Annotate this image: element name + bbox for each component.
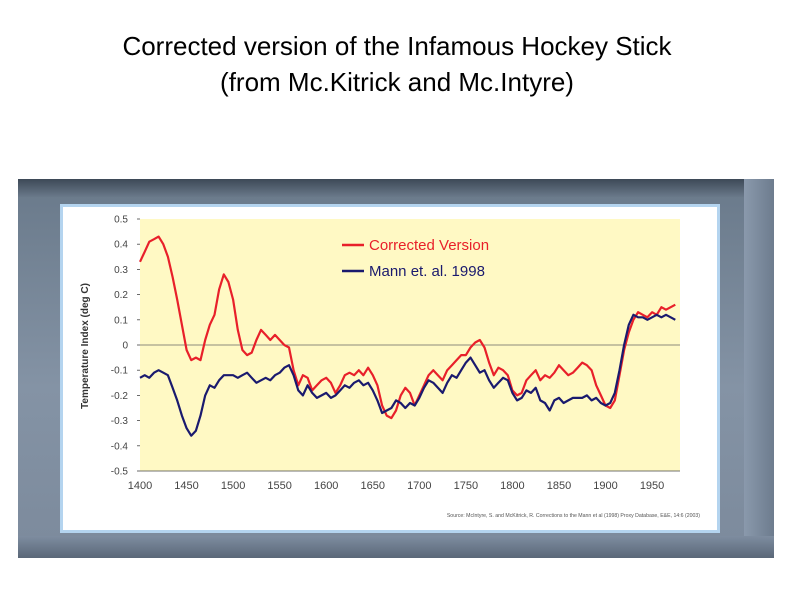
y-axis: 0.5 0.4 0.3 0.2 0.1 0 -0.1 -0.2 -0.3 -0.4 -0.5	[111, 215, 140, 478]
slide-title-line-1: Corrected version of the Infamous Hockey…	[122, 31, 672, 61]
x-tick-label: 1750	[454, 480, 478, 492]
y-tick-label: 0.3	[114, 265, 128, 276]
x-tick-label: 1850	[547, 480, 571, 492]
y-tick-label: 0	[122, 341, 128, 352]
y-tick-label: -0.5	[111, 467, 129, 478]
x-tick-label: 1900	[593, 480, 617, 492]
y-tick-label: -0.4	[111, 441, 129, 452]
legend-label-corrected: Corrected Version	[369, 237, 489, 254]
slide-title: Corrected version of the Infamous Hockey…	[0, 28, 794, 100]
y-axis-label: Temperature Index (deg C)	[80, 283, 91, 409]
x-tick-label: 1600	[314, 480, 338, 492]
y-tick-label: -0.3	[111, 416, 129, 427]
frame-top-band	[18, 179, 774, 197]
y-tick-label: 0.1	[114, 315, 128, 326]
x-axis: 1400 1450 1500 1550 1600 1650 1700 1750 1800 1850…	[128, 470, 680, 492]
source-note: Source: McIntyre, S. and McKitrick, R. C…	[447, 513, 700, 519]
series-group	[139, 235, 676, 437]
series-line-mann	[139, 313, 676, 437]
y-tick-label: 0.4	[114, 240, 128, 251]
frame-bottom-band	[18, 536, 774, 558]
frame-side-band	[744, 179, 774, 558]
y-tick-label: -0.2	[111, 391, 129, 402]
x-tick-label: 1950	[640, 480, 664, 492]
x-tick-label: 1700	[407, 480, 431, 492]
x-tick-label: 1450	[174, 480, 198, 492]
legend: Corrected Version Mann et. al. 1998	[342, 237, 489, 280]
x-tick-label: 1650	[361, 480, 385, 492]
x-tick-label: 1400	[128, 480, 152, 492]
x-tick-label: 1800	[500, 480, 524, 492]
y-tick-label: 0.5	[114, 215, 128, 226]
slide-title-line-2: (from Mc.Kitrick and Mc.Intyre)	[220, 67, 574, 97]
y-tick-label: -0.1	[111, 366, 129, 377]
x-tick-label: 1550	[267, 480, 291, 492]
legend-label-mann: Mann et. al. 1998	[369, 263, 485, 280]
temperature-chart: 0.5 0.4 0.3 0.2 0.1 0 -0.1 -0.2 -0.3 -0.4 -0.5 140…	[80, 215, 700, 520]
y-tick-label: 0.2	[114, 290, 128, 301]
series-line-corrected	[139, 235, 676, 420]
x-tick-label: 1500	[221, 480, 245, 492]
